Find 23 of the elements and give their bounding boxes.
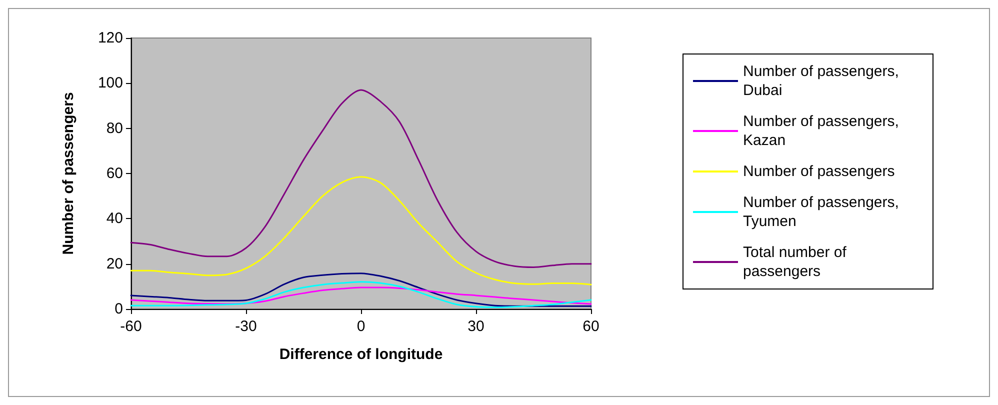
x-tick-label: -30 — [235, 318, 257, 335]
x-tick-label: 60 — [582, 318, 600, 335]
legend-label: Number of passengers, Kazan — [743, 113, 904, 149]
x-tick-label: 0 — [356, 318, 366, 335]
line-series — [130, 176, 592, 286]
legend-label: Number of passengers — [743, 163, 895, 180]
line-series — [130, 286, 592, 305]
x-tick-label: 30 — [468, 318, 484, 335]
y-tick-label: 20 — [106, 255, 123, 272]
y-tick-label: 100 — [98, 74, 123, 92]
y-tick-label: 0 — [114, 300, 123, 318]
y-tick-label: 40 — [106, 210, 123, 228]
y-tick-label: 80 — [106, 120, 123, 137]
legend-label: Number of passengers, Dubai — [743, 63, 904, 99]
x-axis-title: Difference of longitude — [279, 346, 443, 363]
x-tick-label: -60 — [120, 318, 142, 335]
y-tick-label: 120 — [98, 30, 123, 46]
line-series — [130, 272, 592, 307]
y-axis-title: Number of passengers — [60, 92, 77, 255]
legend-label: Number of passengers, Tyumen — [743, 194, 904, 230]
line-series — [130, 89, 592, 268]
y-tick-label: 60 — [106, 165, 123, 182]
legend-label: Total number of passengers — [743, 244, 851, 280]
